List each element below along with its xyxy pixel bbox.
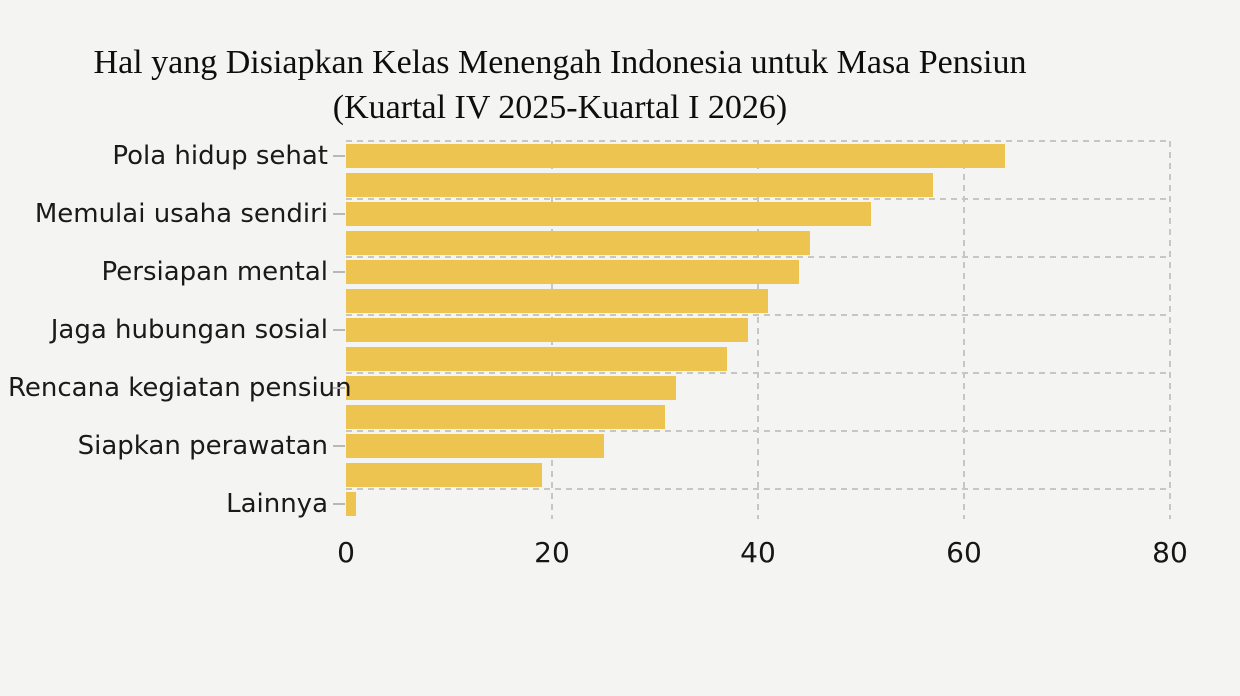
bar [346,230,810,255]
chart-title-line1: Hal yang Disiapkan Kelas Menengah Indone… [93,44,1027,81]
x-tick-label: 40 [740,536,776,569]
bar [346,143,1005,168]
bar [346,259,799,284]
bar [346,404,665,429]
bar [346,346,727,371]
y-tick-label: Rencana kegiatan pensiun [8,373,352,403]
y-tick-label: Memulai usaha sendiri [34,199,328,229]
gridline-vertical [757,141,759,519]
y-tick-label: Jaga hubungan sosial [50,315,328,345]
bar [346,288,768,313]
chart-title-line2: (Kuartal IV 2025-Kuartal I 2026) [332,89,788,126]
y-tick-mark [333,387,345,389]
y-tick-mark [333,329,345,331]
y-tick-mark [333,503,345,505]
bar [346,172,933,197]
y-tick-mark [333,213,345,215]
x-tick-label: 60 [946,536,982,569]
x-tick-label: 80 [1152,536,1188,569]
bar [346,491,356,516]
plot-area [346,140,1171,519]
y-tick-label: Lainnya [226,489,328,519]
chart-title: Hal yang Disiapkan Kelas Menengah Indone… [0,40,1120,130]
bar [346,462,542,487]
y-tick-mark [333,155,345,157]
bar [346,375,676,400]
gridline-vertical [963,141,965,519]
x-tick-label: 0 [337,536,355,569]
y-tick-label: Pola hidup sehat [112,141,328,171]
bar [346,433,604,458]
y-tick-mark [333,271,345,273]
y-tick-mark [333,445,345,447]
bar [346,317,748,342]
y-tick-label: Persiapan mental [101,257,328,287]
gridline-vertical [1169,141,1171,519]
x-tick-label: 20 [534,536,570,569]
y-tick-label: Siapkan perawatan [77,431,328,461]
bar [346,201,871,226]
